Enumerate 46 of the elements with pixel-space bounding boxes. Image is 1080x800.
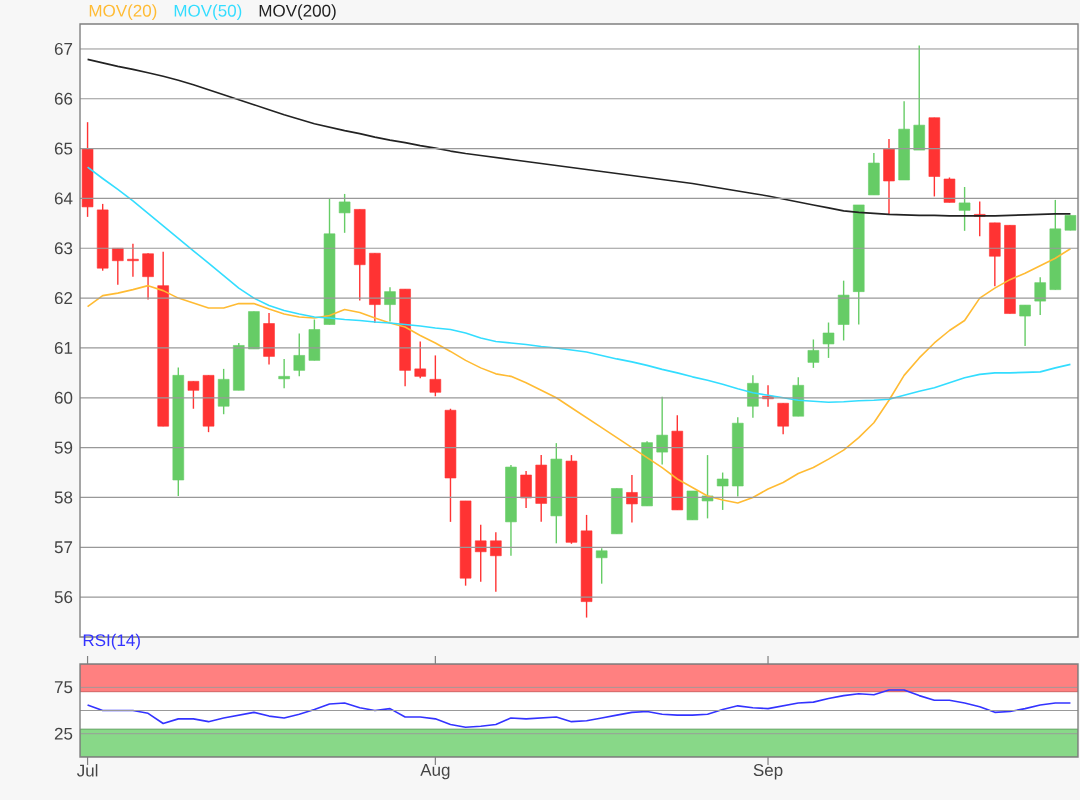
candlestick xyxy=(127,243,139,278)
y-tick-label: 64 xyxy=(54,192,73,205)
y-tick-label: 62 xyxy=(54,292,73,305)
candlestick xyxy=(414,340,426,380)
y-tick-label: 75 xyxy=(54,681,73,694)
candlestick xyxy=(701,454,714,520)
candlestick xyxy=(626,474,638,524)
text: MOV(200) xyxy=(259,4,336,21)
candlestick xyxy=(807,338,820,369)
candlestick xyxy=(429,354,442,397)
x-tick-label: Jul xyxy=(76,764,98,777)
y-tick-label: 63 xyxy=(54,242,73,255)
y-tick-label: 61 xyxy=(54,341,73,354)
y-tick-label: 66 xyxy=(54,92,73,105)
y-tick-label: 56 xyxy=(54,591,73,604)
candlestick xyxy=(943,176,956,204)
candlestick xyxy=(958,186,971,232)
chart-title: RSI(14) xyxy=(83,633,140,650)
candlestick xyxy=(338,193,351,234)
candlestick xyxy=(112,247,124,286)
candlestick xyxy=(1019,304,1031,347)
candlestick xyxy=(474,524,487,583)
y-tick-label: 58 xyxy=(54,491,73,504)
candlestick xyxy=(656,396,668,466)
y-tick-label: 25 xyxy=(54,727,73,740)
candlestick xyxy=(777,402,789,435)
y-tick-label: 67 xyxy=(54,42,73,55)
candlestick xyxy=(1034,276,1046,316)
candlestick xyxy=(490,531,502,593)
candlestick xyxy=(520,470,532,509)
x-tick-label: Sep xyxy=(753,764,783,780)
candlestick xyxy=(278,358,290,390)
text: MOV(50) xyxy=(174,4,242,21)
y-tick-label: 57 xyxy=(54,541,73,554)
candlestick xyxy=(293,332,306,378)
candlestick xyxy=(822,321,835,359)
y-tick-label: 59 xyxy=(54,441,73,454)
text: MOV(20) xyxy=(89,4,157,21)
candlestick xyxy=(142,252,154,301)
candlestick xyxy=(187,380,200,410)
y-tick-label: 65 xyxy=(54,142,73,155)
y-tick-label: 60 xyxy=(54,391,73,404)
candlestick xyxy=(595,547,608,585)
candlestick xyxy=(384,286,396,323)
x-tick-label: Aug xyxy=(420,764,450,780)
candlestick xyxy=(716,471,729,511)
